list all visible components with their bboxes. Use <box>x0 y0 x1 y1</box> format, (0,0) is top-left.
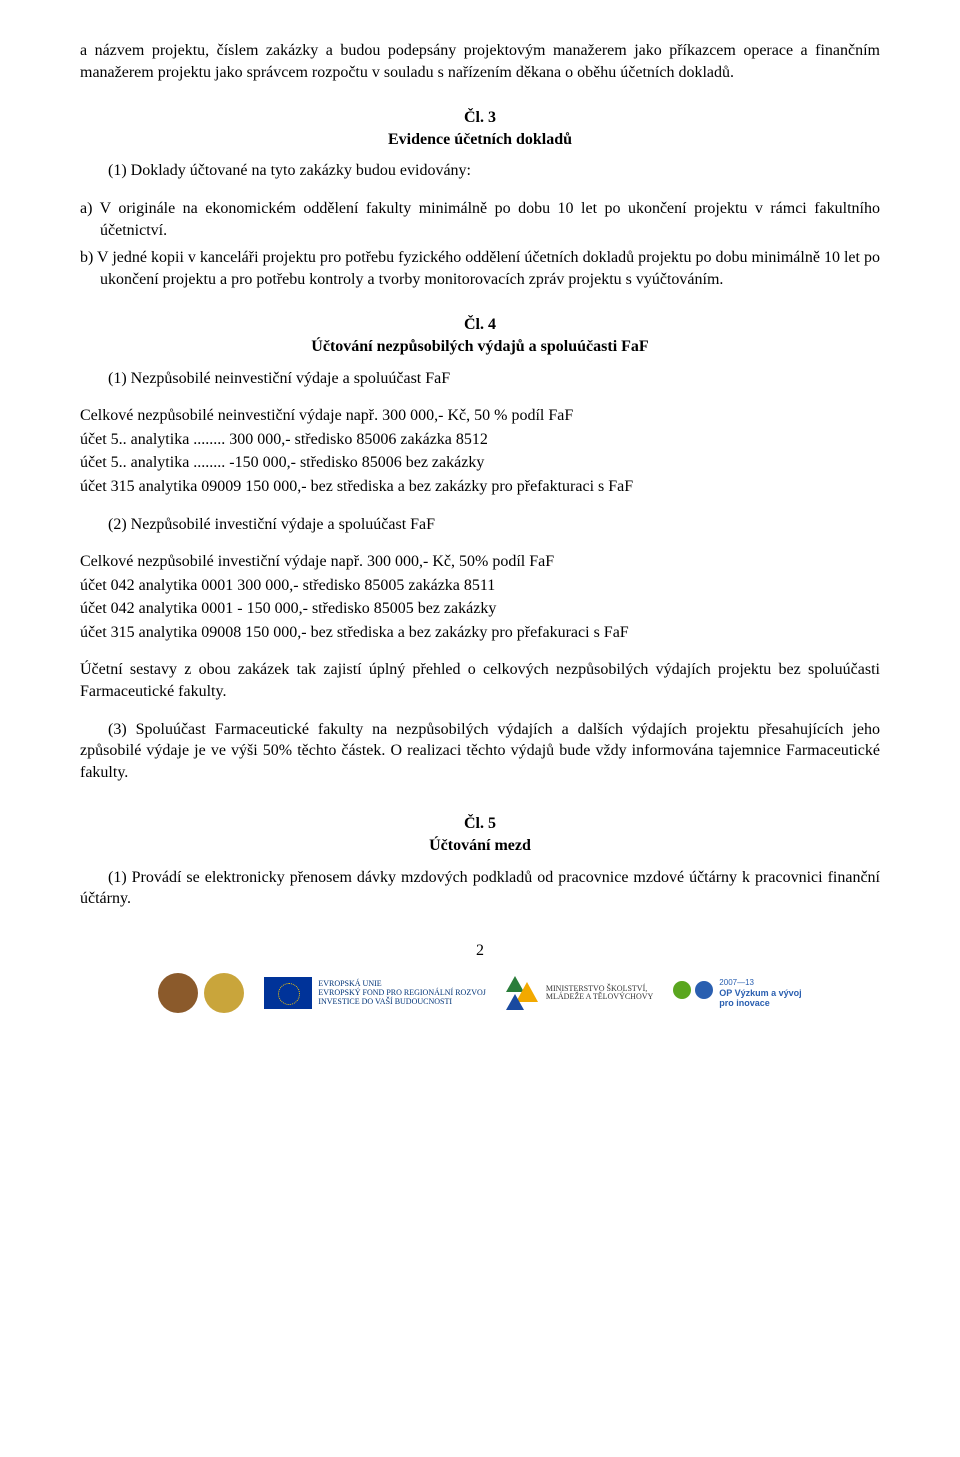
op-logo-box: 2007—13 OP Výzkum a vývoj pro inovace <box>673 978 801 1009</box>
seal-gold-icon <box>204 973 244 1013</box>
article-5-number: Čl. 5 <box>80 813 880 835</box>
article-3-p1: (1) Doklady účtované na tyto zakázky bud… <box>80 160 880 182</box>
article-3-number: Čl. 3 <box>80 107 880 129</box>
article-4-p2: (2) Nezpůsobilé investiční výdaje a spol… <box>80 514 880 536</box>
block2-l2: účet 042 analytika 0001 300 000,- středi… <box>80 575 880 597</box>
article-4-para-after: Účetní sestavy z obou zakázek tak zajist… <box>80 659 880 702</box>
article-5-heading: Čl. 5 Účtování mezd <box>80 813 880 856</box>
article-4-block2: Celkové nezpůsobilé investiční výdaje na… <box>80 551 880 643</box>
article-4-block1: Celkové nezpůsobilé neinvestiční výdaje … <box>80 405 880 497</box>
page-number: 2 <box>80 940 880 962</box>
article-3-item-b: b) V jedné kopii v kanceláři projektu pr… <box>80 247 880 290</box>
article-4-number: Čl. 4 <box>80 314 880 336</box>
op-icon: 2007—13 OP Výzkum a vývoj pro inovace <box>673 978 801 1009</box>
op-line2: pro inovace <box>719 999 801 1009</box>
article-3-title: Evidence účetních dokladů <box>80 129 880 151</box>
footer-logos: EVROPSKÁ UNIE EVROPSKÝ FOND PRO REGIONÁL… <box>80 973 880 1013</box>
seal-brown-icon <box>158 973 198 1013</box>
intro-paragraph: a názvem projektu, číslem zakázky a budo… <box>80 40 880 83</box>
eu-flag-icon <box>264 977 312 1009</box>
seal-logos <box>158 973 244 1013</box>
block1-l4: účet 315 analytika 09009 150 000,- bez s… <box>80 476 880 498</box>
block2-l3: účet 042 analytika 0001 - 150 000,- stře… <box>80 598 880 620</box>
article-5-title: Účtování mezd <box>80 835 880 857</box>
article-4-title: Účtování nezpůsobilých výdajů a spoluúča… <box>80 336 880 358</box>
block1-l3: účet 5.. analytika ........ -150 000,- s… <box>80 452 880 474</box>
block2-l1: Celkové nezpůsobilé investiční výdaje na… <box>80 551 880 573</box>
block2-l4: účet 315 analytika 09008 150 000,- bez s… <box>80 622 880 644</box>
msmt-icon <box>506 976 540 1010</box>
article-3-heading: Čl. 3 Evidence účetních dokladů <box>80 107 880 150</box>
article-4-p1: (1) Nezpůsobilé neinvestiční výdaje a sp… <box>80 368 880 390</box>
op-circle-blue-icon <box>695 981 713 999</box>
block1-l2: účet 5.. analytika ........ 300 000,- st… <box>80 429 880 451</box>
article-4-heading: Čl. 4 Účtování nezpůsobilých výdajů a sp… <box>80 314 880 357</box>
msmt-line2: MLÁDEŽE A TĚLOVÝCHOVY <box>546 993 653 1002</box>
eu-line3: INVESTICE DO VAŠÍ BUDOUCNOSTI <box>318 998 486 1007</box>
msmt-logo-box: MINISTERSTVO ŠKOLSTVÍ, MLÁDEŽE A TĚLOVÝC… <box>506 976 653 1010</box>
msmt-text: MINISTERSTVO ŠKOLSTVÍ, MLÁDEŽE A TĚLOVÝC… <box>546 985 653 1003</box>
eu-text: EVROPSKÁ UNIE EVROPSKÝ FOND PRO REGIONÁL… <box>318 980 486 1006</box>
op-circle-green-icon <box>673 981 691 999</box>
eu-logo: EVROPSKÁ UNIE EVROPSKÝ FOND PRO REGIONÁL… <box>264 977 486 1009</box>
article-5-p1: (1) Provádí se elektronicky přenosem dáv… <box>80 867 880 910</box>
article-4-p3: (3) Spoluúčast Farmaceutické fakulty na … <box>80 719 880 784</box>
article-3-item-a: a) V originále na ekonomickém oddělení f… <box>80 198 880 241</box>
block1-l1: Celkové nezpůsobilé neinvestiční výdaje … <box>80 405 880 427</box>
